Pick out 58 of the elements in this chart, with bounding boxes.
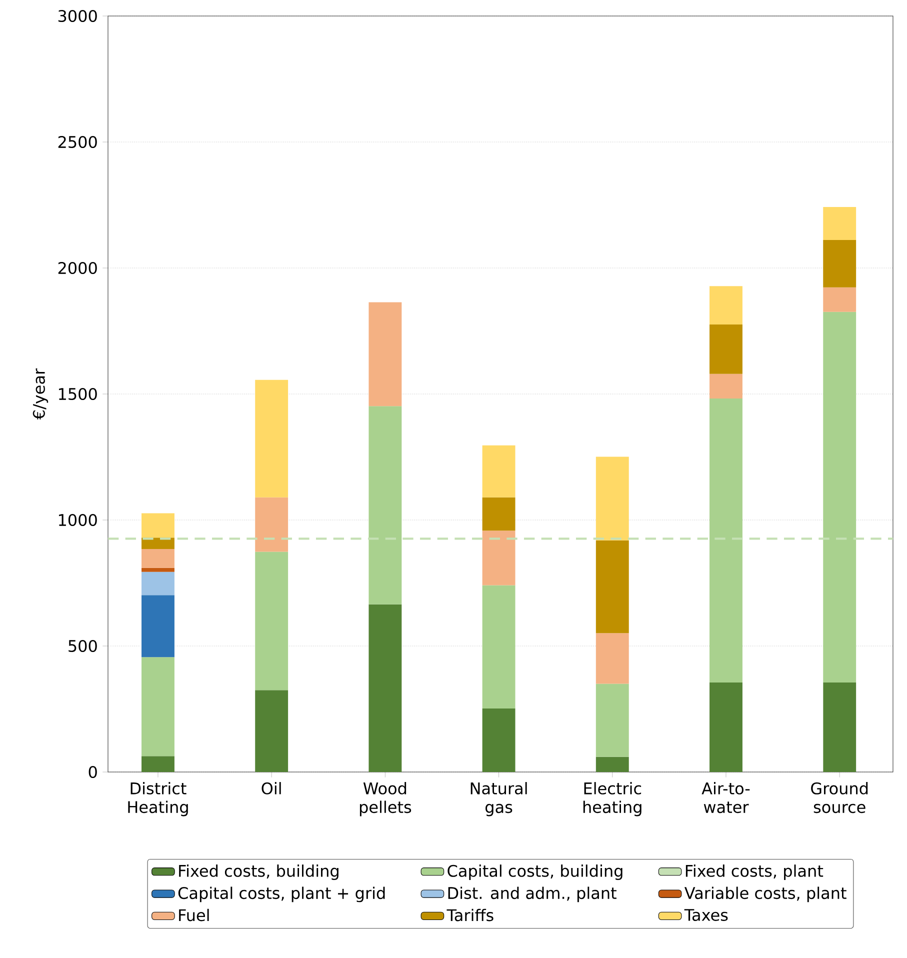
y-tick-label: 500 <box>68 640 97 652</box>
bar <box>710 324 742 374</box>
bar <box>596 756 629 772</box>
x-tick-label: Electric heating <box>583 782 642 816</box>
bar <box>255 552 288 690</box>
bar <box>482 530 516 586</box>
bar <box>710 286 742 324</box>
legend-label: Capital costs, building <box>448 864 622 880</box>
bar <box>596 633 629 684</box>
bar <box>823 312 856 683</box>
bar <box>596 456 629 540</box>
legend-label: Variable costs, plant <box>684 886 846 902</box>
bar <box>710 682 742 772</box>
bar <box>482 708 516 772</box>
bar <box>142 572 174 596</box>
y-tick-label: 1500 <box>58 388 97 400</box>
legend-label: Capital costs, plant + grid <box>178 886 385 902</box>
x-tick-label: Natural gas <box>470 782 527 816</box>
bar <box>596 684 629 757</box>
bar <box>823 682 856 772</box>
bar <box>368 302 402 406</box>
bar <box>142 756 174 772</box>
x-tick-label: Air-to-water <box>702 782 750 814</box>
x-tick-label: District Heating <box>128 782 188 816</box>
y-tick-label: 3000 <box>58 10 97 22</box>
bar <box>482 497 516 531</box>
bar <box>823 287 856 312</box>
y-tick-label: 2000 <box>58 262 97 274</box>
bar <box>823 207 856 240</box>
bar <box>482 585 516 708</box>
y-tick-label: 1000 <box>58 514 97 526</box>
x-tick-label: Oil <box>262 782 281 794</box>
legend-label: Dist. and adm., plant <box>448 886 616 902</box>
bar <box>482 445 516 498</box>
legend-label: Tariffs <box>446 908 494 922</box>
bar <box>142 548 174 568</box>
bar <box>255 690 288 772</box>
legend-label: Fuel <box>179 908 209 922</box>
legend-label: Fixed costs, building <box>179 864 338 880</box>
y-tick-label: 2500 <box>58 136 97 148</box>
y-axis-title: €/year <box>32 368 48 420</box>
bar <box>142 513 174 538</box>
bar <box>142 568 174 572</box>
bar <box>710 374 742 399</box>
y-tick-label: 0 <box>88 766 97 778</box>
bar <box>142 595 174 658</box>
bar <box>368 604 402 772</box>
bar <box>255 497 288 552</box>
bar <box>710 398 742 683</box>
legend-label: Taxes <box>684 909 728 921</box>
bar <box>596 540 629 634</box>
x-tick-label: Ground source <box>811 782 868 814</box>
bar <box>368 406 402 604</box>
bar <box>255 380 288 498</box>
bar <box>142 657 174 756</box>
bar <box>823 240 856 288</box>
legend-label: Fixed costs, plant <box>686 864 824 880</box>
x-tick-label: Wood pellets <box>360 782 412 816</box>
